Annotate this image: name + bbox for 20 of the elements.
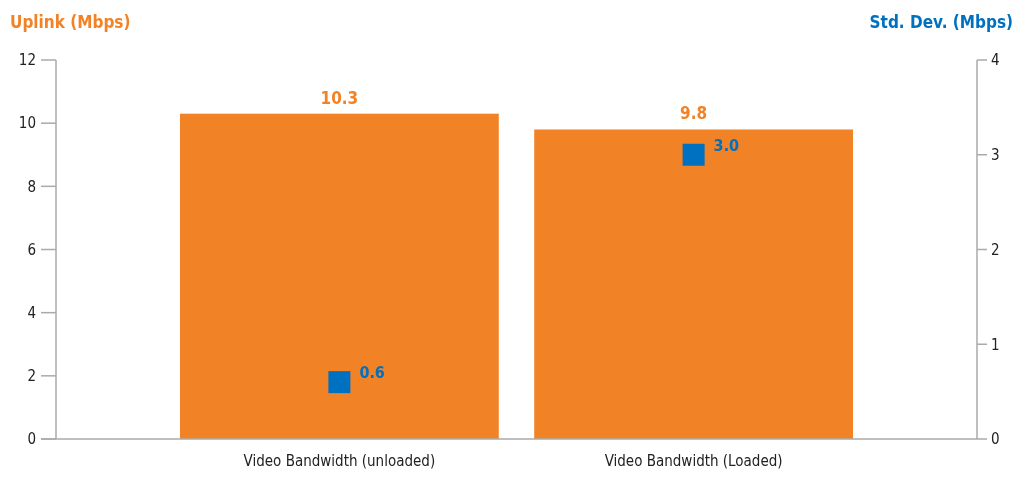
y-tick-label: 8	[27, 177, 36, 196]
y-tick-label: 10	[18, 114, 36, 133]
y-tick-label: 12	[18, 51, 36, 70]
x-tick-label: Video Bandwidth (Loaded)	[604, 452, 783, 470]
y-axis-title: Uplink (Mbps)	[10, 12, 131, 32]
y2-tick-label: 0	[991, 430, 1000, 449]
y2-tick-label: 1	[991, 335, 1000, 354]
data-label: 9.8	[680, 103, 708, 124]
y2-tick-label: 3	[991, 146, 1000, 164]
y2-tick-label: 2	[991, 240, 1000, 259]
x-tick-label: Video Bandwidth (unloaded)	[243, 452, 436, 470]
y2-axis-title: Std. Dev. (Mbps)	[869, 12, 1013, 32]
y-tick-label: 0	[27, 430, 36, 449]
y-tick-label: 2	[27, 367, 36, 386]
data-label: 0.6	[359, 363, 385, 383]
y-tick-label: 6	[27, 240, 36, 259]
data-label: 10.3	[320, 87, 359, 108]
y2-tick-label: 4	[991, 51, 1000, 70]
y-tick-label: 4	[27, 303, 36, 322]
data-label: 3.0	[713, 135, 740, 155]
